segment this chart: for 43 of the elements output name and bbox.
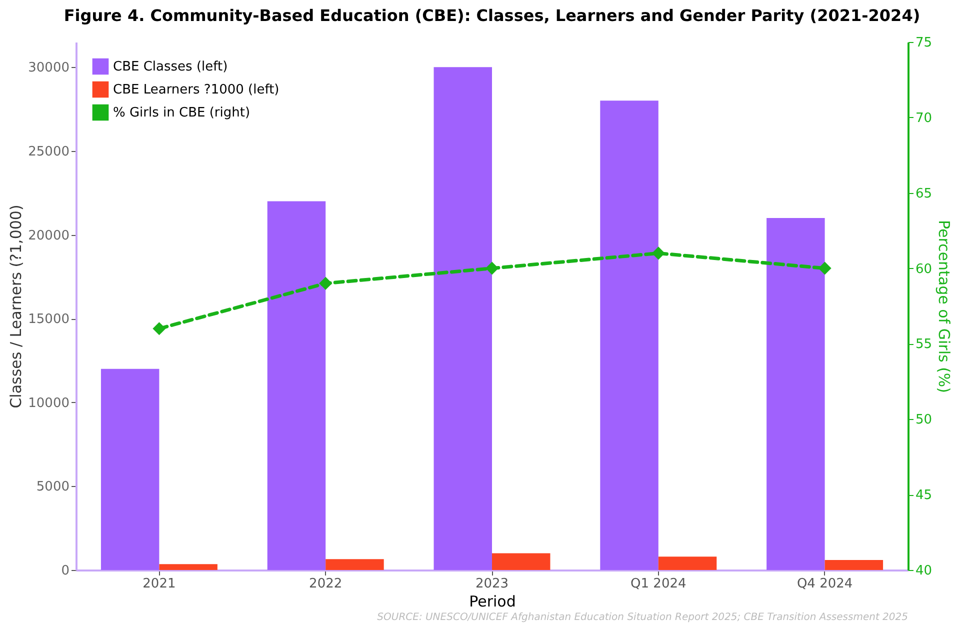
y2-tick-label: 55 — [916, 337, 932, 352]
y2-tick-label: 45 — [916, 488, 932, 504]
chart-title: Figure 4. Community-Based Education (CBE): Classes, Learners and Gender Parity (2021-2024) — [64, 6, 920, 25]
y2-tick-label: 50 — [916, 412, 932, 428]
bar — [159, 564, 218, 570]
y2-axis-title: Percentage of Girls (%) — [935, 220, 954, 394]
point — [319, 276, 332, 290]
bar — [434, 67, 492, 570]
bar — [766, 218, 825, 570]
bar — [267, 201, 326, 570]
point — [818, 262, 832, 275]
y2-tick-label: 65 — [916, 186, 932, 202]
bar — [492, 553, 550, 570]
bar — [658, 556, 717, 570]
y-axis-title: Classes / Learners (?1,000) — [7, 204, 26, 408]
bar — [600, 100, 658, 570]
legend-label: CBE Classes (left) — [113, 60, 228, 74]
y-tick-label: 5000 — [36, 480, 70, 495]
bar — [824, 560, 884, 570]
x-tick-label: 2023 — [475, 576, 509, 592]
bar — [100, 368, 160, 570]
x-tick-label: Q1 2024 — [630, 576, 686, 592]
x-tick-label: Q4 2024 — [796, 576, 853, 592]
y-tick-label: 30000 — [28, 60, 70, 76]
x-axis-title: Period — [469, 592, 516, 610]
bar — [326, 559, 384, 570]
y2-tick-label: 75 — [916, 36, 932, 50]
point — [485, 262, 499, 275]
y-tick-label: 15000 — [28, 312, 70, 328]
legend-label: % Girls in CBE (right) — [113, 106, 250, 120]
y2-tick-label: 40 — [916, 564, 932, 578]
source-note: SOURCE: UNESCO/UNICEF Afghanistan Education Situation Report 2025; CBE Transition Assessment 2025 — [377, 612, 908, 623]
point — [152, 322, 166, 336]
y-tick-label: 20000 — [28, 228, 70, 244]
y-tick-label: 25000 — [28, 144, 70, 160]
y2-tick-label: 70 — [916, 110, 932, 126]
y-tick-label: 10000 — [28, 396, 70, 411]
y-tick-label: 0 — [61, 564, 70, 578]
point — [652, 246, 665, 260]
x-tick-label: 2022 — [309, 576, 342, 592]
y2-tick-label: 60 — [916, 262, 932, 277]
x-tick-label: 2021 — [142, 576, 176, 592]
legend-label: CBE Learners ?1000 (left) — [113, 82, 280, 98]
